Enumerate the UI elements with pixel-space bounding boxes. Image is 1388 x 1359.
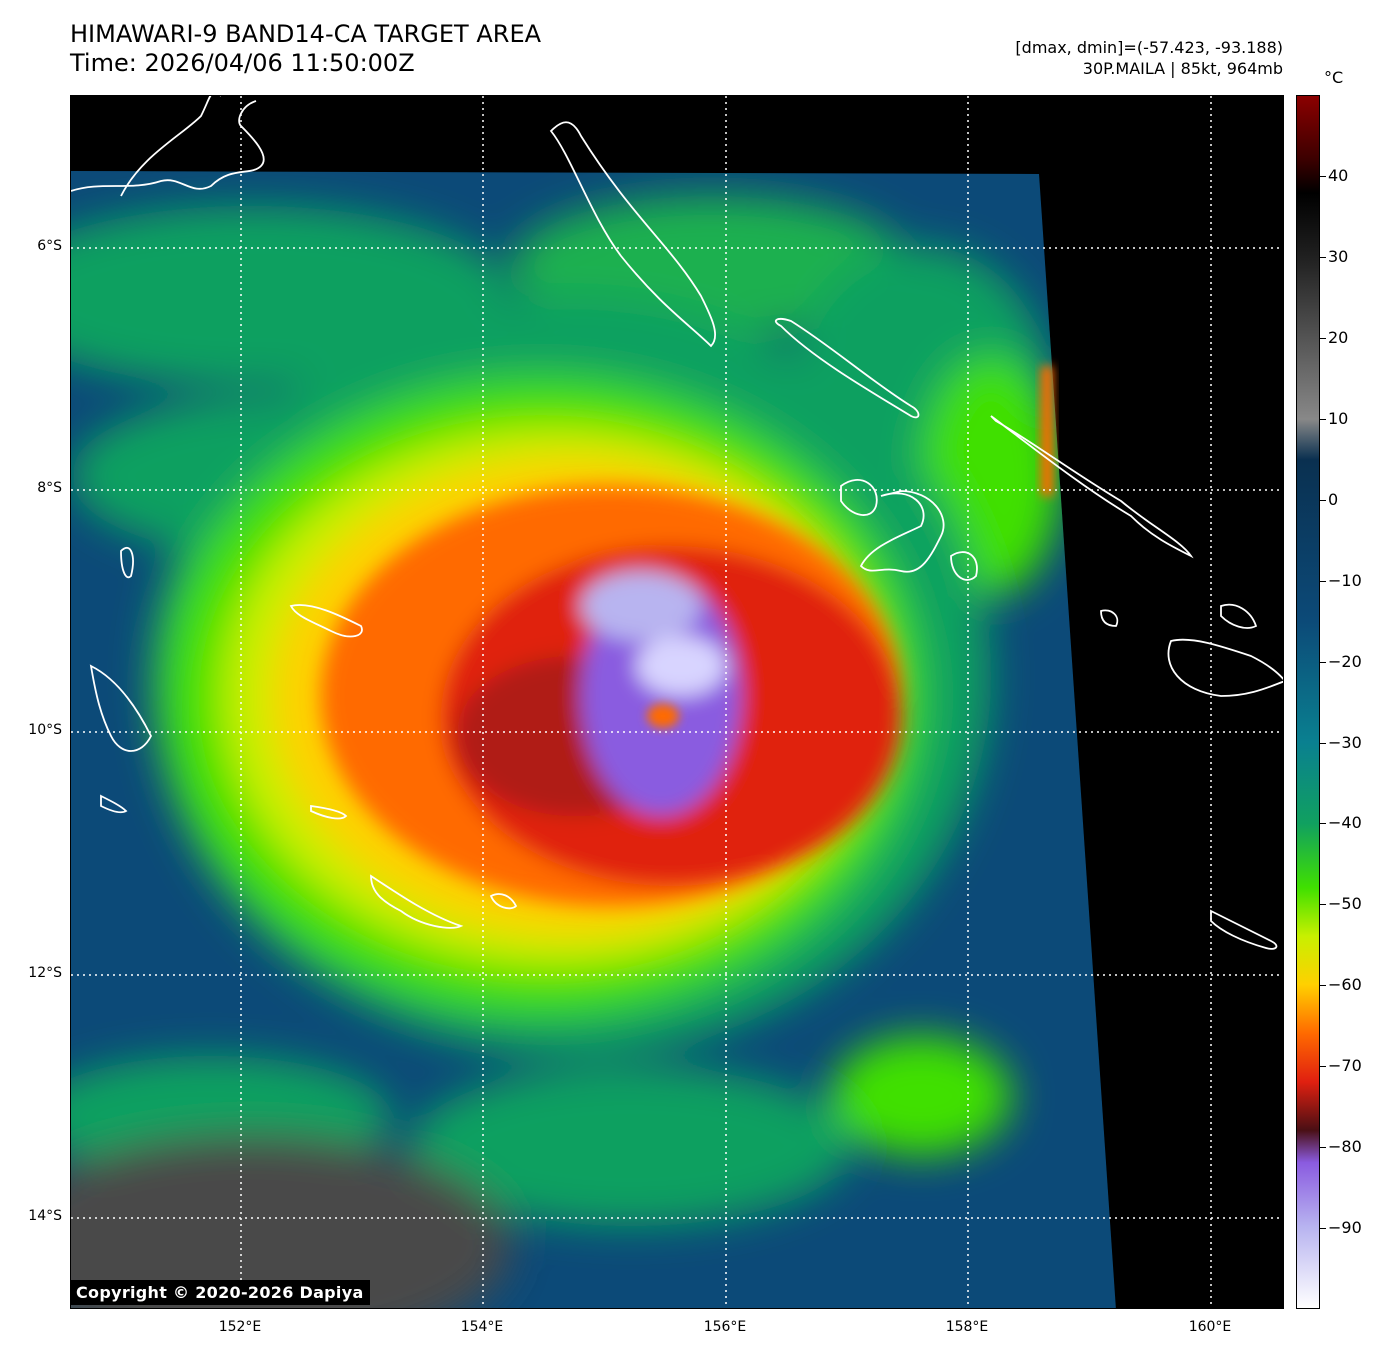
coastlines bbox=[71, 96, 1283, 950]
colorbar-tick bbox=[1320, 661, 1326, 663]
colorbar-tick bbox=[1320, 1228, 1326, 1230]
colorbar-label: 40 bbox=[1328, 165, 1349, 185]
colorbar-label: −30 bbox=[1328, 732, 1362, 752]
lon-label-154e: 154°E bbox=[460, 1319, 504, 1335]
colorbar-label: −70 bbox=[1328, 1056, 1362, 1076]
colorbar-tick bbox=[1320, 823, 1326, 825]
lon-label-152e: 152°E bbox=[218, 1319, 262, 1335]
lon-label-156e: 156°E bbox=[703, 1319, 747, 1335]
colorbar bbox=[1296, 95, 1320, 1309]
colorbar-label: −40 bbox=[1328, 813, 1362, 833]
title-line-1: HIMAWARI-9 BAND14-CA TARGET AREA bbox=[70, 20, 542, 48]
colorbar-tick bbox=[1320, 256, 1326, 258]
colorbar-unit: °C bbox=[1324, 68, 1344, 87]
lat-label-10s: 10°S bbox=[28, 722, 62, 738]
colorbar-label: −90 bbox=[1328, 1218, 1362, 1238]
cyclone-core bbox=[321, 486, 901, 906]
lat-label-6s: 6°S bbox=[37, 238, 62, 254]
lon-label-160e: 160°E bbox=[1188, 1319, 1232, 1335]
eye bbox=[647, 704, 679, 728]
colorbar-tick bbox=[1320, 742, 1326, 744]
title-line-2: Time: 2026/04/06 11:50:00Z bbox=[70, 49, 415, 77]
colorbar-tick bbox=[1320, 1066, 1326, 1068]
range-text: [dmax, dmin]=(-57.423, -93.188) bbox=[1015, 38, 1283, 57]
satellite-imagery bbox=[71, 96, 1283, 1308]
colorbar-tick bbox=[1320, 175, 1326, 177]
lat-label-14s: 14°S bbox=[28, 1208, 62, 1224]
colorbar-label: −20 bbox=[1328, 651, 1362, 671]
lat-label-12s: 12°S bbox=[28, 965, 62, 981]
colorbar-label: −50 bbox=[1328, 894, 1362, 914]
colorbar-tick bbox=[1320, 985, 1326, 987]
storm-text: 30P.MAILA | 85kt, 964mb bbox=[1082, 59, 1283, 78]
graticule bbox=[71, 96, 1283, 1308]
figure-title: HIMAWARI-9 BAND14-CA TARGET AREA Time: 2… bbox=[70, 20, 541, 78]
lon-label-158e: 158°E bbox=[945, 1319, 989, 1335]
colorbar-tick bbox=[1320, 418, 1326, 420]
colorbar-label: 30 bbox=[1328, 246, 1349, 266]
colorbar-tick bbox=[1320, 337, 1326, 339]
lat-label-8s: 8°S bbox=[37, 480, 62, 496]
swath-imagery bbox=[71, 171, 1116, 1308]
colorbar-label: 20 bbox=[1328, 327, 1349, 347]
colorbar-label: −10 bbox=[1328, 570, 1362, 590]
colorbar-label: −60 bbox=[1328, 975, 1362, 995]
copyright-notice: Copyright © 2020-2026 Dapiya bbox=[70, 1280, 370, 1305]
edge-streak bbox=[1041, 366, 1053, 496]
figure-meta: [dmax, dmin]=(-57.423, -93.188) 30P.MAIL… bbox=[1015, 37, 1283, 79]
satellite-map[interactable] bbox=[70, 95, 1284, 1309]
colorbar-label: 10 bbox=[1328, 408, 1349, 428]
colorbar-label: −80 bbox=[1328, 1137, 1362, 1157]
colorbar-tick bbox=[1320, 580, 1326, 582]
colorbar-label: 0 bbox=[1328, 489, 1339, 509]
colorbar-tick bbox=[1320, 904, 1326, 906]
colorbar-tick bbox=[1320, 1147, 1326, 1149]
colorbar-tick bbox=[1320, 499, 1326, 501]
